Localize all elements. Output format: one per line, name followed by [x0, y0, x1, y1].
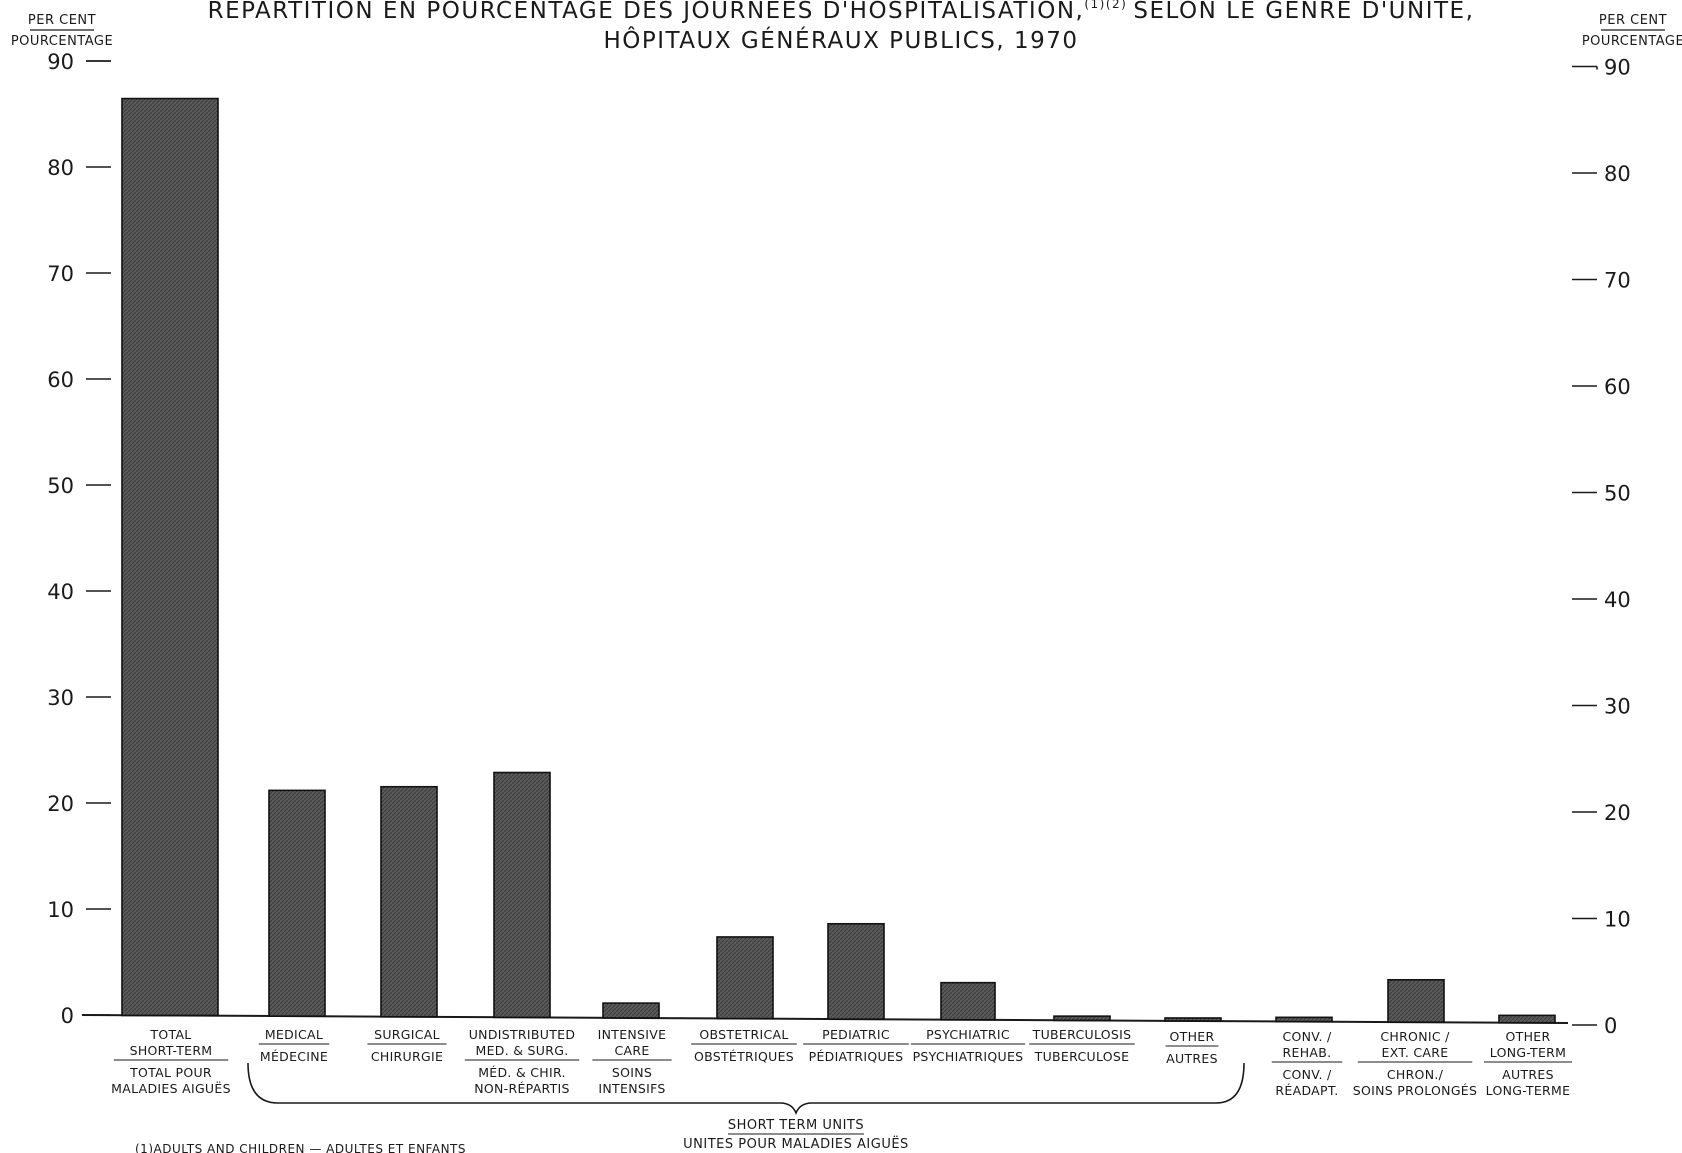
category-label-6-line-0: PEDIATRIC — [822, 1027, 890, 1042]
category-label-11-line-2: CHRON./ — [1387, 1067, 1444, 1082]
category-label-3-line-2: MÉD. & CHIR. — [478, 1065, 566, 1080]
category-label-1-line-0: MEDICAL — [265, 1027, 323, 1042]
short-term-brace — [247, 1062, 1245, 1116]
category-label-0-line-1: SHORT-TERM — [130, 1043, 213, 1058]
category-label-12-line-2: AUTRES — [1502, 1067, 1554, 1082]
category-label-11-line-1: EXT. CARE — [1382, 1045, 1449, 1060]
left-y-axis: 0 10 20 30 40 50 60 70 80 90 — [47, 50, 111, 1028]
left-tick-label: 60 — [47, 368, 74, 392]
category-label-11-line-3: SOINS PROLONGÉS — [1353, 1083, 1478, 1098]
category-label-8-line-1: TUBERCULOSE — [1034, 1049, 1130, 1064]
category-label-9-line-1: AUTRES — [1166, 1051, 1218, 1066]
category-label-7-line-0: PSYCHIATRIC — [926, 1027, 1010, 1042]
bar-10 — [1275, 1016, 1333, 1023]
category-label-5-line-1: OBSTÉTRIQUES — [694, 1049, 794, 1064]
bar-6 — [827, 922, 885, 1020]
left-axis-unit-fr: POURCENTAGE — [11, 34, 113, 49]
category-label-4-line-1: CARE — [614, 1043, 649, 1058]
category-label-9-line-0: OTHER — [1170, 1029, 1215, 1044]
bar-11 — [1387, 978, 1445, 1023]
category-label-0-line-2: TOTAL POUR — [129, 1065, 212, 1080]
bar-4 — [602, 1002, 660, 1019]
bars-group — [121, 97, 1556, 1024]
bar-8 — [1053, 1015, 1111, 1022]
bar-9 — [1164, 1017, 1222, 1022]
category-label-7-line-1: PSYCHIATRIQUES — [913, 1049, 1024, 1064]
category-label-10-line-1: REHAB. — [1283, 1045, 1332, 1060]
category-label-12-line-3: LONG-TERME — [1486, 1083, 1571, 1098]
footnote: (1)ADULTS AND CHILDREN — ADULTES ET ENFA… — [135, 1142, 466, 1153]
bar-12 — [1498, 1014, 1556, 1024]
category-label-10-line-0: CONV. / — [1282, 1029, 1332, 1044]
left-tick-label: 70 — [47, 262, 74, 286]
chart-title-part2: SELON LE GENRE D'UNITÉ, — [1133, 0, 1474, 24]
right-tick-label: 30 — [1604, 695, 1631, 719]
right-tick-label: 50 — [1604, 482, 1631, 506]
right-tick-label: 20 — [1604, 801, 1631, 825]
category-label-11-line-0: CHRONIC / — [1380, 1029, 1450, 1044]
category-label-2-line-0: SURGICAL — [374, 1027, 440, 1042]
right-tick-label: 70 — [1604, 269, 1631, 293]
left-tick-label: 40 — [47, 580, 74, 604]
category-label-12-line-1: LONG-TERM — [1490, 1045, 1566, 1060]
right-tick-label: 10 — [1604, 908, 1631, 932]
group-label-en: SHORT TERM UNITS — [728, 1118, 864, 1133]
category-label-4-line-3: INTENSIFS — [598, 1081, 665, 1096]
right-axis-unit-en: PER CENT — [1599, 13, 1667, 28]
chart-title: RÉPARTITION EN POURCENTAGE DES JOURNÉES … — [208, 0, 1475, 24]
chart-title-part1: RÉPARTITION EN POURCENTAGE DES JOURNÉES … — [208, 0, 1085, 24]
left-tick-label: 50 — [47, 474, 74, 498]
chart-title-line2: HÔPITAUX GÉNÉRAUX PUBLICS, 1970 — [603, 26, 1078, 54]
category-label-0-line-0: TOTAL — [149, 1027, 191, 1042]
category-label-10-line-2: CONV. / — [1282, 1067, 1332, 1082]
left-tick-label: 30 — [47, 686, 74, 710]
category-label-0-line-3: MALADIES AIGUËS — [111, 1081, 231, 1096]
right-y-axis: 0 10 20 30 40 50 60 70 80 90 — [1572, 56, 1631, 1038]
group-label-fr: UNITES POUR MALADIES AIGUËS — [683, 1136, 909, 1152]
bar-2 — [380, 785, 438, 1018]
bar-3 — [493, 771, 551, 1019]
right-tick-label: 40 — [1604, 588, 1631, 612]
right-tick-label: 0 — [1604, 1014, 1617, 1038]
left-tick-label: 80 — [47, 156, 74, 180]
left-tick-label: 0 — [61, 1004, 74, 1028]
category-label-4-line-2: SOINS — [612, 1065, 652, 1080]
bar-5 — [716, 936, 774, 1020]
category-label-5-line-0: OBSTETRICAL — [699, 1027, 788, 1042]
bar-0 — [121, 97, 219, 1017]
category-label-8-line-0: TUBERCULOSIS — [1032, 1027, 1132, 1042]
bar-1 — [268, 789, 326, 1017]
category-label-4-line-0: INTENSIVE — [598, 1027, 667, 1042]
left-axis-unit-en: PER CENT — [28, 13, 96, 28]
chart-title-superscript: (1)(2) — [1084, 0, 1127, 11]
right-tick-label: 60 — [1604, 375, 1631, 399]
category-label-3-line-0: UNDISTRIBUTED — [469, 1027, 576, 1042]
category-label-2-line-1: CHIRURGIE — [371, 1049, 443, 1064]
left-tick-label: 20 — [47, 792, 74, 816]
left-tick-label: 10 — [47, 898, 74, 922]
left-tick-label: 90 — [47, 50, 74, 74]
right-tick-label: 80 — [1604, 162, 1631, 186]
category-label-6-line-1: PÉDIATRIQUES — [809, 1049, 904, 1064]
category-label-12-line-0: OTHER — [1506, 1029, 1551, 1044]
right-axis-unit-fr: POURCENTAGE — [1582, 34, 1682, 49]
bar-7 — [940, 981, 996, 1021]
category-label-3-line-3: NON-RÉPARTIS — [474, 1081, 570, 1096]
right-tick-label: 90 — [1604, 56, 1631, 80]
category-label-3-line-1: MED. & SURG. — [475, 1043, 568, 1058]
category-label-1-line-1: MÉDECINE — [260, 1049, 328, 1064]
category-label-10-line-3: RÉADAPT. — [1275, 1083, 1338, 1098]
